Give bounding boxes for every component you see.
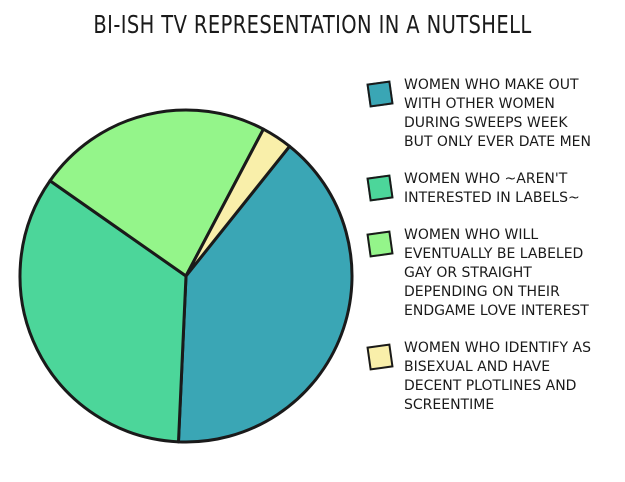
legend-label: WOMEN WHO MAKE OUT WITH OTHER WOMEN DURI… <box>404 77 592 150</box>
legend-swatch <box>366 174 394 202</box>
legend-swatch <box>366 343 394 371</box>
legend-swatch <box>366 80 394 108</box>
legend: WOMEN WHO MAKE OUT WITH OTHER WOMEN DURI… <box>366 76 618 433</box>
legend-swatch <box>366 230 394 258</box>
legend-item: WOMEN WHO IDENTIFY AS BISEXUAL AND HAVE … <box>366 339 618 415</box>
pie-chart <box>18 108 354 444</box>
chart-title: BI-ISH TV REPRESENTATION IN A NUTSHELL <box>93 10 532 39</box>
legend-item: WOMEN WHO WILL EVENTUALLY BE LABELED GAY… <box>366 226 618 321</box>
legend-label: WOMEN WHO WILL EVENTUALLY BE LABELED GAY… <box>404 227 589 319</box>
legend-item: WOMEN WHO ~AREN'T INTERESTED IN LABELS~ <box>366 170 618 208</box>
pie-slice <box>48 108 265 278</box>
pie-slice <box>176 144 354 444</box>
legend-label: WOMEN WHO IDENTIFY AS BISEXUAL AND HAVE … <box>404 340 591 413</box>
pie-slice <box>184 127 292 278</box>
pie-slice <box>18 179 188 444</box>
legend-label: WOMEN WHO ~AREN'T INTERESTED IN LABELS~ <box>404 171 580 206</box>
legend-item: WOMEN WHO MAKE OUT WITH OTHER WOMEN DURI… <box>366 76 618 152</box>
